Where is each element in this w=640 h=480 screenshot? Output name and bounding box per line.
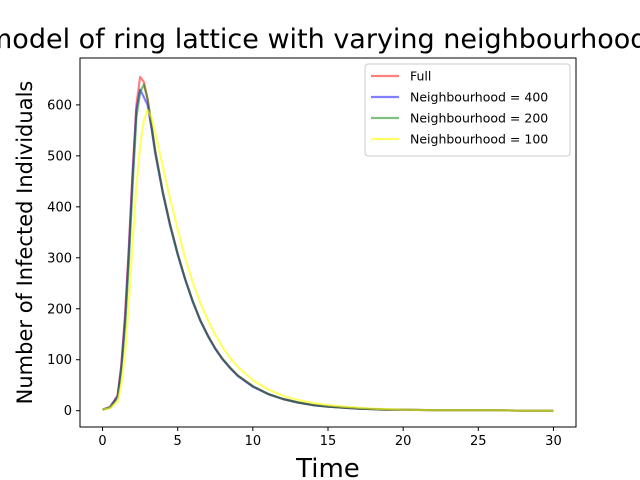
y-tick-label: 400 — [47, 200, 72, 215]
x-tick-label: 20 — [395, 434, 412, 449]
y-tick-label: 200 — [47, 302, 72, 317]
legend-entry-1: Full — [410, 69, 431, 84]
legend-entry-4: Neighbourhood = 100 — [410, 132, 548, 147]
x-axis: 0 5 10 15 20 25 30 — [98, 427, 562, 449]
y-tick-label: 600 — [47, 98, 72, 113]
series-layer — [102, 75, 554, 412]
x-tick-label: 15 — [320, 434, 337, 449]
x-tick-label: 10 — [245, 434, 262, 449]
legend-entry-2: Neighbourhood = 400 — [410, 90, 548, 105]
series-line-4 — [102, 108, 554, 412]
x-tick-label: 0 — [98, 434, 106, 449]
y-axis-label: Number of Infected Individuals — [13, 81, 37, 405]
y-axis: 0 100 200 300 400 500 600 — [47, 98, 80, 419]
x-axis-label: Time — [295, 454, 360, 480]
legend: Full Neighbourhood = 400 Neighbourhood = 2… — [364, 63, 571, 157]
y-tick-label: 300 — [47, 251, 72, 266]
legend-box — [364, 63, 571, 157]
y-tick-label: 0 — [64, 404, 72, 419]
x-tick-label: 25 — [470, 434, 487, 449]
legend-entry-3: Neighbourhood = 200 — [410, 111, 548, 126]
y-tick-label: 500 — [47, 149, 72, 164]
x-tick-label: 5 — [174, 434, 182, 449]
chart-title: SIR model of ring lattice with varying n… — [0, 24, 640, 55]
x-tick-label: 30 — [545, 434, 562, 449]
y-tick-label: 100 — [47, 353, 72, 368]
